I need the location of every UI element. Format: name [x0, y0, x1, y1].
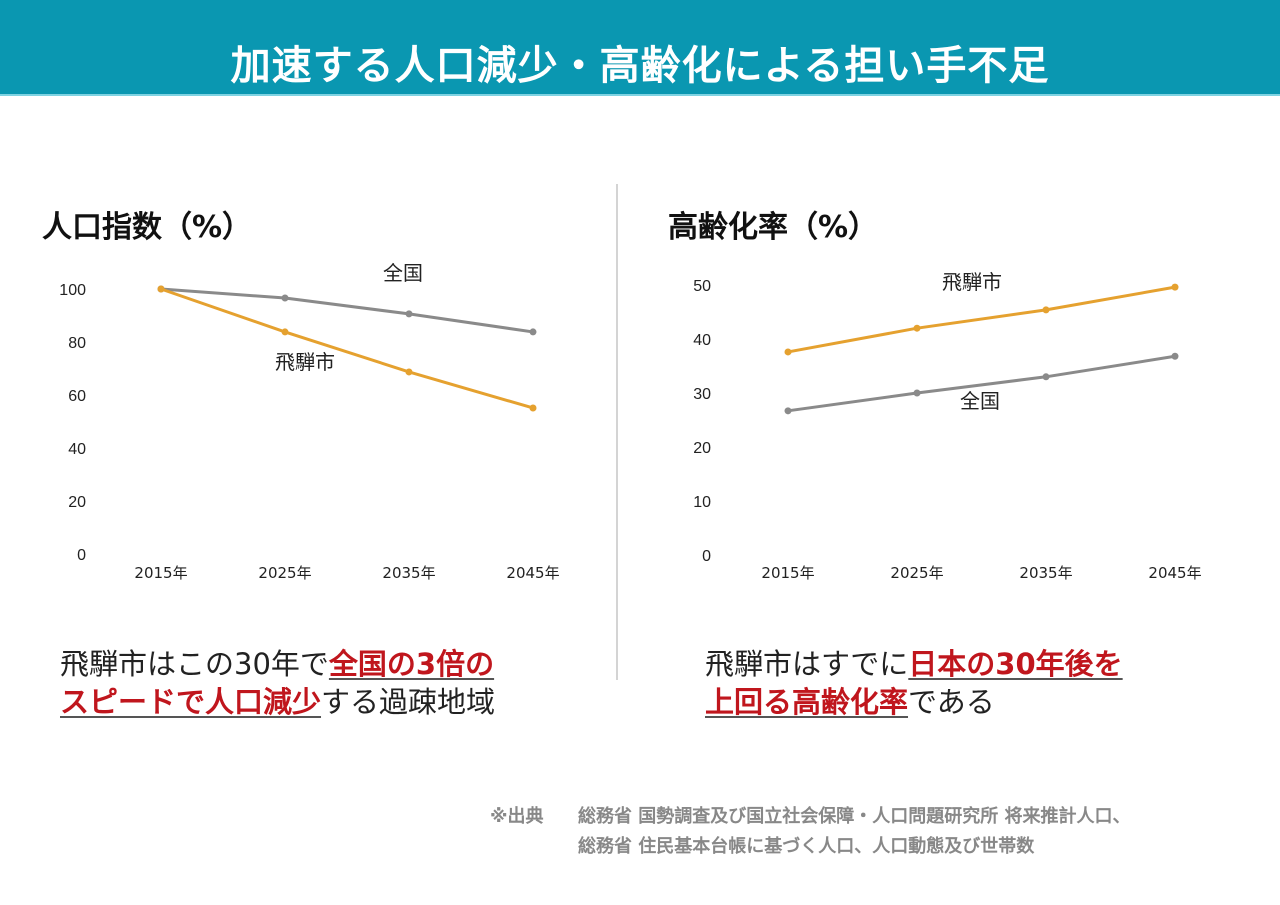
caption-plain-text: 飛騨市はこの30年で — [60, 647, 329, 681]
y-tick-label: 60 — [68, 388, 86, 405]
caption-plain-text: 飛騨市はすでに — [705, 647, 909, 681]
x-tick-label: 2045年 — [1148, 564, 1201, 582]
data-point — [281, 294, 289, 302]
data-point — [529, 404, 537, 412]
y-tick-label: 0 — [702, 548, 711, 565]
data-point — [1171, 283, 1179, 291]
caption-highlight-text: 上回る高齢化率 — [705, 685, 909, 719]
x-tick-label: 2025年 — [258, 564, 311, 582]
x-tick-label: 2015年 — [761, 564, 814, 582]
divider — [616, 184, 618, 680]
series-label: 飛騨市 — [275, 350, 335, 374]
series-line-hida — [787, 285, 1176, 354]
left-caption-line1: 飛騨市はこの30年で全国の3倍の — [60, 645, 495, 683]
y-tick-label: 100 — [59, 282, 86, 299]
data-point — [405, 368, 413, 376]
right-caption: 飛騨市はすでに日本の30年後を 上回る高齢化率である — [705, 645, 1123, 721]
caption-highlight-text: スピードで人口減少 — [60, 685, 322, 719]
source-line-1: 総務省 国勢調査及び国立社会保障・人口問題研究所 将来推計人口、 — [578, 806, 1131, 827]
series-line-hida — [160, 287, 534, 410]
x-tick-label: 2015年 — [134, 564, 187, 582]
y-tick-label: 20 — [68, 494, 86, 511]
data-point — [1042, 373, 1050, 381]
x-tick-label: 2025年 — [890, 564, 943, 582]
right-caption-line1: 飛騨市はすでに日本の30年後を — [705, 645, 1123, 683]
caption-highlight-text: 全国の3倍の — [328, 647, 495, 681]
chart-title-population-index: 人口指数（%） — [42, 210, 253, 245]
left-caption-line2: スピードで人口減少する過疎地域 — [60, 683, 495, 721]
source-line-2: 総務省 住民基本台帳に基づく人口、人口動態及び世帯数 — [578, 836, 1035, 857]
series-label: 全国 — [960, 389, 1000, 413]
header-banner: 加速する人口減少・高齢化による担い手不足 — [0, 0, 1280, 96]
data-point — [281, 328, 289, 336]
y-tick-label: 20 — [693, 440, 711, 457]
y-tick-label: 40 — [693, 332, 711, 349]
data-point — [913, 389, 921, 397]
data-point — [1042, 306, 1050, 314]
series-line-national — [787, 354, 1176, 413]
y-tick-label: 50 — [693, 278, 711, 295]
left-caption: 飛騨市はこの30年で全国の3倍の スピードで人口減少する過疎地域 — [60, 645, 495, 721]
y-tick-label: 80 — [68, 335, 86, 352]
y-tick-label: 40 — [68, 441, 86, 458]
series-label: 飛騨市 — [942, 270, 1002, 294]
caption-plain-text: である — [908, 685, 995, 719]
right-caption-line2: 上回る高齢化率である — [705, 683, 1123, 721]
series-line-national — [160, 287, 534, 334]
caption-highlight-text: 日本の30年後を — [908, 647, 1123, 681]
y-tick-label: 0 — [77, 547, 86, 564]
x-tick-label: 2045年 — [506, 564, 559, 582]
data-point — [784, 407, 792, 415]
source-label: ※出典 — [490, 806, 544, 827]
y-tick-label: 10 — [693, 494, 711, 511]
data-point — [913, 324, 921, 332]
series-label: 全国 — [383, 261, 423, 285]
x-tick-label: 2035年 — [1019, 564, 1072, 582]
data-point — [405, 310, 413, 318]
data-point — [157, 285, 165, 293]
chart-title-aging-rate: 高齢化率（%） — [668, 210, 879, 245]
y-tick-label: 30 — [693, 386, 711, 403]
page-title: 加速する人口減少・高齢化による担い手不足 — [230, 43, 1050, 89]
x-tick-label: 2035年 — [382, 564, 435, 582]
data-point — [529, 328, 537, 336]
caption-plain-text: する過疎地域 — [321, 685, 496, 719]
data-point — [1171, 352, 1179, 360]
data-point — [784, 348, 792, 356]
